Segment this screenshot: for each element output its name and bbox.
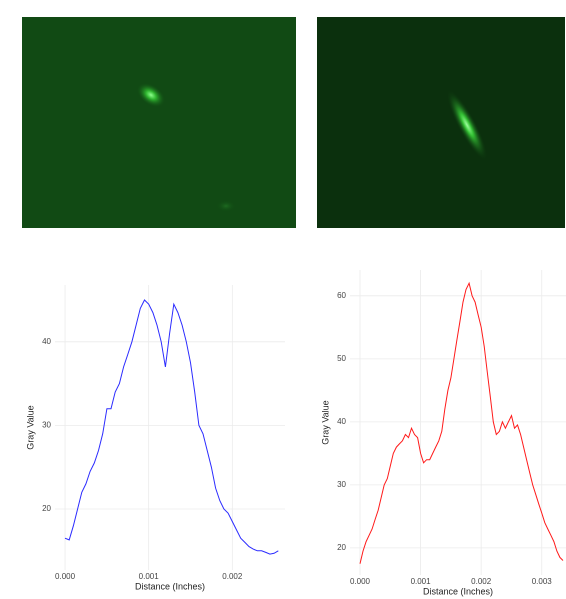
x-tick-label: 0.003 [532,577,553,586]
micrograph-right [317,17,565,228]
x-tick-label: 0.001 [139,572,160,581]
x-tick-label: 0.001 [411,577,432,586]
y-tick-label: 20 [42,504,51,513]
y-tick-label: 50 [337,354,346,363]
profile-line [64,299,279,555]
y-tick-label: 30 [337,480,346,489]
x-tick-label: 0.002 [471,577,492,586]
profile-line [359,281,564,564]
y-axis-title: Gray Value [25,405,35,449]
y-axis-title: Gray Value [320,400,330,444]
x-tick-label: 0.002 [222,572,243,581]
micrograph-left [22,17,296,228]
x-tick-label: 0.000 [350,577,371,586]
y-tick-label: 40 [337,417,346,426]
x-tick-label: 0.000 [55,572,76,581]
y-tick-label: 40 [42,337,51,346]
x-axis-title: Distance (Inches) [135,581,205,591]
x-axis-title: Distance (Inches) [423,586,493,596]
y-tick-label: 60 [337,291,346,300]
y-tick-label: 20 [337,543,346,552]
y-tick-label: 30 [42,421,51,430]
